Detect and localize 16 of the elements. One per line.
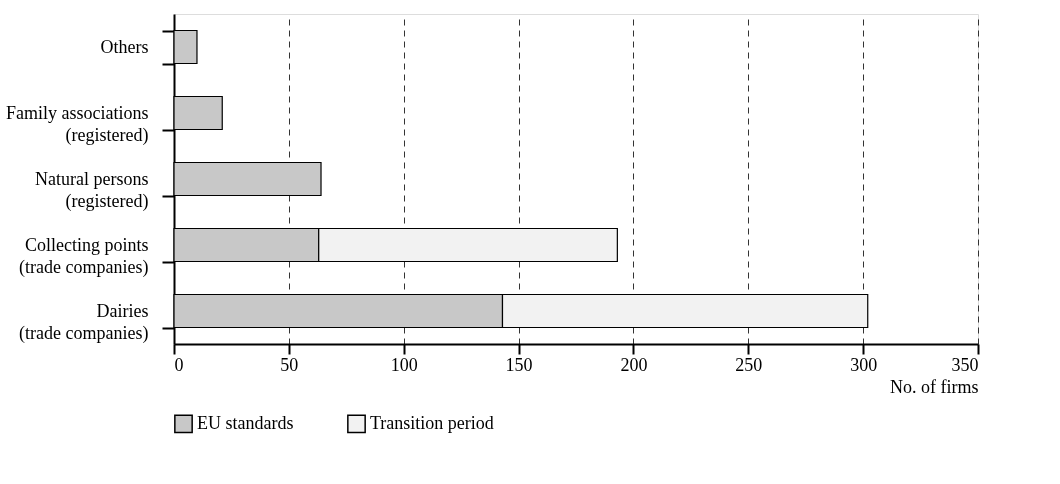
y-tick-label: Others	[100, 36, 149, 57]
legend-label: Transition period	[370, 412, 494, 433]
x-axis-title: No. of firms	[890, 376, 979, 397]
x-tick-label: 250	[735, 354, 763, 375]
x-tick-label: 350	[951, 354, 979, 375]
y-tick-label: Natural persons (registered)	[35, 168, 149, 212]
x-tick-label: 150	[505, 354, 533, 375]
x-tick-label: 0	[174, 354, 184, 375]
x-tick-label: 200	[620, 354, 648, 375]
x-tick-label: 50	[280, 354, 299, 375]
y-tick-label: Collecting points (trade companies)	[19, 234, 149, 278]
x-tick-label: 100	[390, 354, 418, 375]
x-tick-label: 300	[850, 354, 878, 375]
y-tick-label: Family associations (registered)	[6, 102, 149, 146]
y-tick-label: Dairies (trade companies)	[19, 300, 149, 344]
legend-label: EU standards	[197, 412, 294, 433]
